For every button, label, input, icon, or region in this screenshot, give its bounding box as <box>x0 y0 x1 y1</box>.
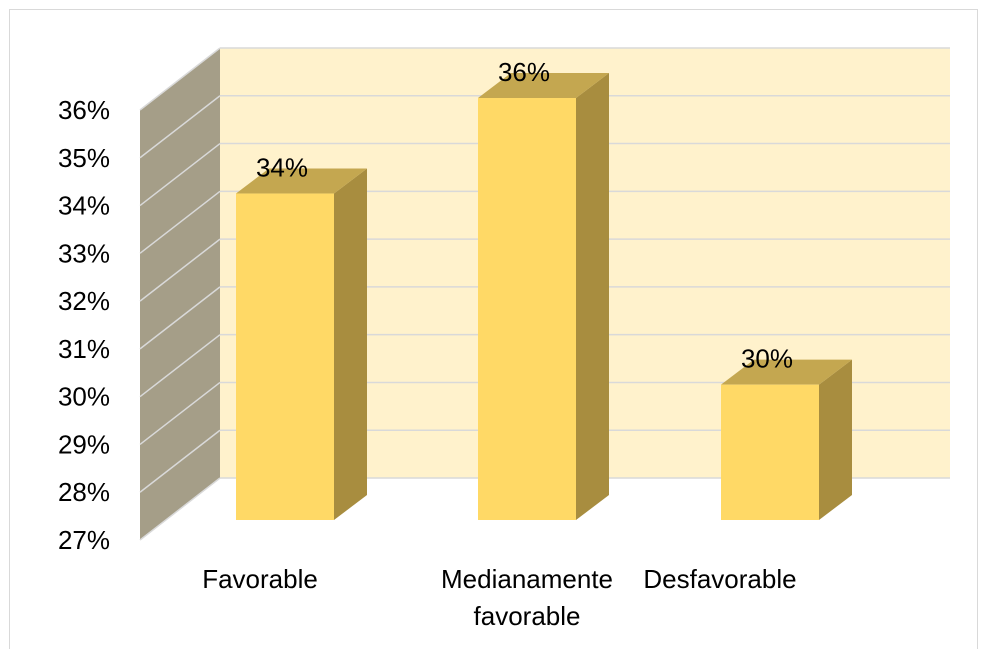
gridline-side <box>139 142 221 207</box>
gridline-side <box>139 238 221 302</box>
gridline-side <box>139 429 221 493</box>
bar-front-face <box>478 98 576 520</box>
side-wall <box>140 48 220 540</box>
y-tick-label: 29% <box>58 429 110 459</box>
data-label: 30% <box>741 344 793 374</box>
data-labels: 34% 36% 30% <box>256 57 793 374</box>
bar <box>236 168 367 521</box>
y-tick-label: 27% <box>58 525 110 555</box>
bar-front-face <box>236 193 334 521</box>
y-tick-label: 35% <box>58 143 110 173</box>
x-category-label-line: Desfavorable <box>643 564 796 594</box>
bar-side-face <box>576 73 609 520</box>
gridline-side <box>139 477 221 541</box>
bar-top-face <box>721 359 852 385</box>
bars <box>236 73 852 521</box>
x-category-label: Medianamente favorable <box>441 564 613 631</box>
gridline-side <box>139 381 221 446</box>
bar-top-face <box>236 168 367 194</box>
y-tick-label: 32% <box>58 286 110 316</box>
gridline-side <box>139 334 221 398</box>
gridline-side <box>139 190 221 254</box>
bar-side-face <box>819 359 852 520</box>
y-tick-label: 31% <box>58 334 110 364</box>
gridline-side <box>139 95 221 159</box>
bar-top-face <box>478 73 609 98</box>
gridline-side <box>139 286 221 350</box>
y-axis-tick-labels: 27% 28% 29% 30% 31% 32% 33% 34% 35% 36% <box>58 95 110 555</box>
x-category-label: Favorable <box>202 564 318 594</box>
gridline-side <box>139 47 221 111</box>
bar-front-face <box>721 384 819 520</box>
y-tick-label: 28% <box>58 477 110 507</box>
y-tick-label: 36% <box>58 95 110 125</box>
y-tick-label: 34% <box>58 191 110 221</box>
data-label: 36% <box>498 57 550 87</box>
bar <box>478 73 609 520</box>
data-label: 34% <box>256 153 308 183</box>
x-category-label: Desfavorable <box>643 564 796 594</box>
y-tick-label: 33% <box>58 238 110 268</box>
x-category-label-line: Favorable <box>202 564 318 594</box>
x-category-label-line: Medianamente <box>441 564 613 594</box>
y-tick-label: 30% <box>58 382 110 412</box>
bar <box>721 359 852 520</box>
bar-side-face <box>334 168 367 521</box>
x-category-label-line: favorable <box>474 601 581 631</box>
x-axis-category-labels: Favorable Medianamente favorable Desfavorab… <box>202 564 796 631</box>
